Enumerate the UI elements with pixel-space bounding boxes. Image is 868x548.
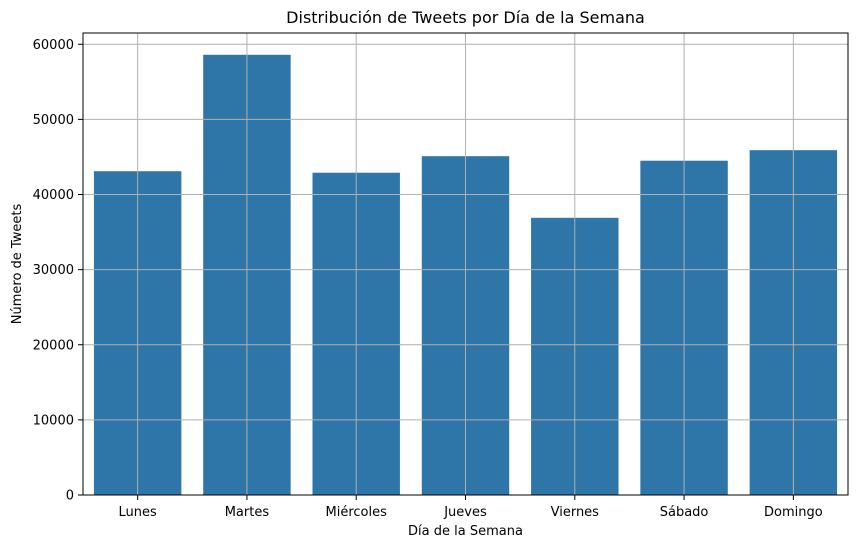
y-tick-label-1: 10000 xyxy=(33,413,74,428)
x-axis-label: Día de la Semana xyxy=(408,524,523,539)
x-tick-label-6: Domingo xyxy=(764,505,823,520)
y-tick-label-4: 40000 xyxy=(33,188,74,203)
x-tick-label-3: Jueves xyxy=(443,505,487,520)
grid-lines xyxy=(83,33,848,496)
y-axis-ticks: 0 10000 20000 30000 40000 50000 60000 xyxy=(33,38,83,504)
y-tick-label-3: 30000 xyxy=(33,263,74,278)
y-tick-label-0: 0 xyxy=(66,489,74,504)
x-tick-label-4: Viernes xyxy=(551,505,600,520)
x-tick-label-1: Martes xyxy=(225,505,270,520)
chart-title: Distribución de Tweets por Día de la Sem… xyxy=(286,8,645,27)
x-axis-ticks: Lunes Martes Miércoles Jueves Viernes Sábado D… xyxy=(119,495,823,520)
y-tick-label-5: 50000 xyxy=(33,113,74,128)
x-tick-label-2: Miércoles xyxy=(326,505,388,520)
y-axis-label: Número de Tweets xyxy=(10,204,25,325)
y-tick-label-2: 20000 xyxy=(33,338,74,353)
x-tick-label-0: Lunes xyxy=(119,505,157,520)
x-tick-label-5: Sábado xyxy=(660,505,709,520)
y-tick-label-6: 60000 xyxy=(33,38,74,53)
